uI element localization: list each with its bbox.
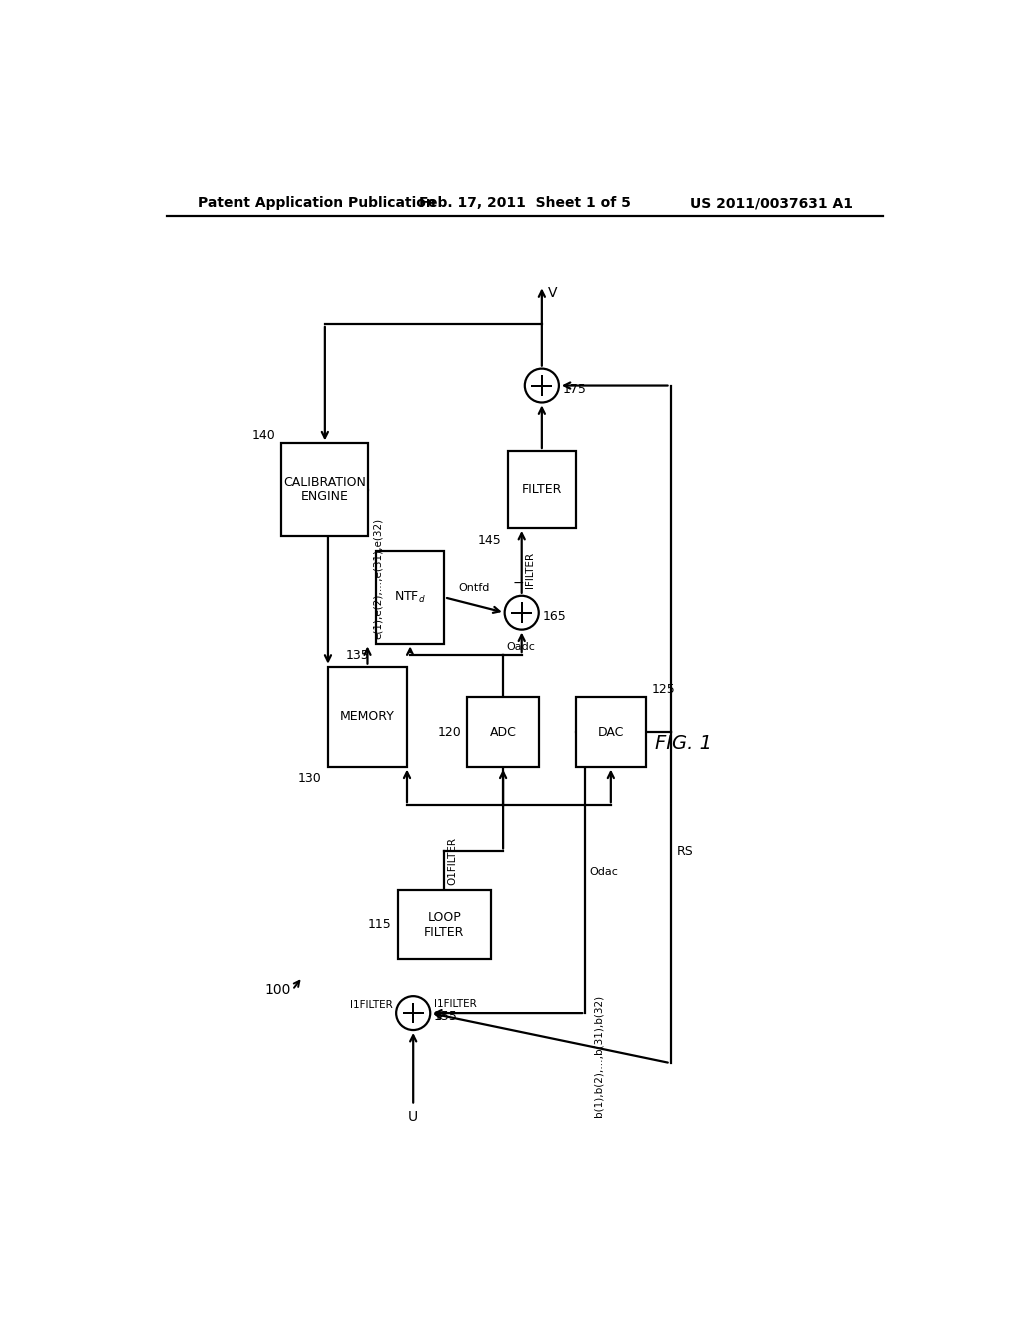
Text: 175: 175 [563,383,587,396]
Text: Odac: Odac [589,867,618,878]
Text: 140: 140 [252,429,275,442]
Text: e(1),e(2),…,e(31),e(32): e(1),e(2),…,e(31),e(32) [373,517,383,639]
Bar [467,697,539,767]
Text: CALIBRATION
ENGINE: CALIBRATION ENGINE [284,475,367,503]
Text: U: U [409,1110,418,1125]
Text: −: − [513,576,524,590]
Bar [282,444,369,536]
Text: RS: RS [677,845,693,858]
Text: 115: 115 [368,917,391,931]
Text: Ontfd: Ontfd [459,583,490,593]
Text: V: V [548,286,557,300]
Text: 130: 130 [298,772,322,785]
Text: I1FILTER: I1FILTER [434,999,477,1008]
Text: Patent Application Publication: Patent Application Publication [198,197,435,210]
Text: FILTER: FILTER [521,483,562,496]
Text: US 2011/0037631 A1: US 2011/0037631 A1 [689,197,853,210]
Text: FIG. 1: FIG. 1 [655,734,712,754]
Text: b(1),b(2),…,b(31),b(32): b(1),b(2),…,b(31),b(32) [593,994,603,1117]
Text: Feb. 17, 2011  Sheet 1 of 5: Feb. 17, 2011 Sheet 1 of 5 [419,197,631,210]
Text: IFILTER: IFILTER [524,552,535,589]
Bar [376,552,444,644]
Text: NTF$_d$: NTF$_d$ [394,590,426,605]
Text: 155: 155 [434,1010,458,1023]
Text: Oadc: Oadc [506,643,536,652]
Circle shape [396,997,430,1030]
Text: O1FILTER: O1FILTER [447,837,458,884]
Text: 100: 100 [264,983,291,997]
Circle shape [525,368,559,403]
Circle shape [505,595,539,630]
Text: 120: 120 [437,726,461,739]
Text: DAC: DAC [598,726,624,739]
Text: ADC: ADC [489,726,516,739]
Text: 125: 125 [652,684,676,696]
Text: 165: 165 [543,610,566,623]
Text: MEMORY: MEMORY [340,710,395,723]
Text: I1FILTER: I1FILTER [349,1001,392,1010]
Bar [397,890,490,960]
Text: 135: 135 [346,649,370,663]
Text: 145: 145 [478,533,502,546]
Text: LOOP
FILTER: LOOP FILTER [424,911,465,939]
Bar [508,451,575,528]
Bar [575,697,646,767]
Bar [328,667,407,767]
